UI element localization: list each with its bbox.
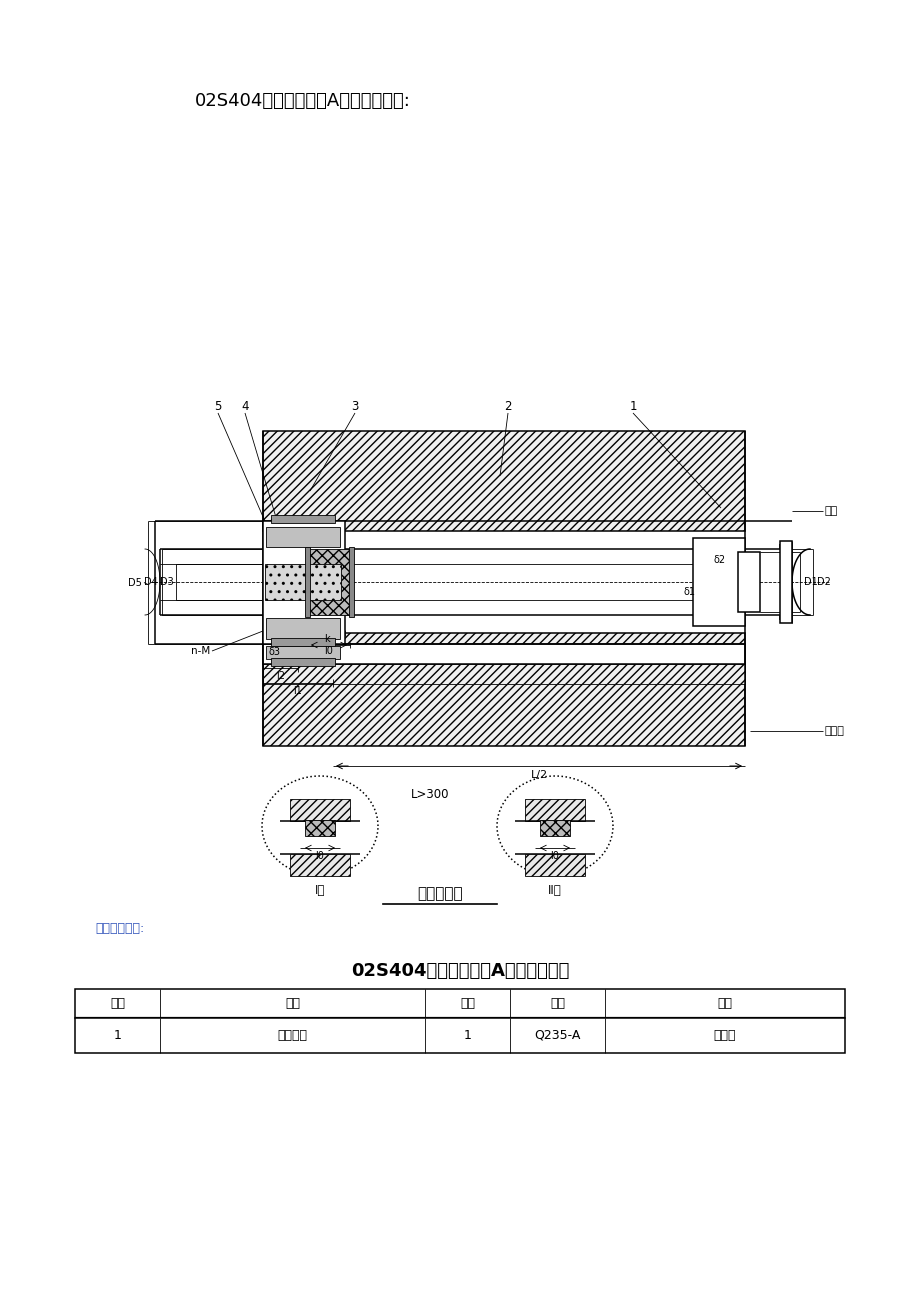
Bar	[266, 527, 340, 546]
Bar	[737, 552, 759, 611]
Bar	[779, 541, 791, 623]
Text: L/2: L/2	[530, 770, 547, 781]
Text: 2: 2	[504, 399, 511, 412]
Bar	[308, 549, 349, 615]
Text: l0: l0	[315, 851, 324, 861]
Text: 1: 1	[113, 1029, 121, 1042]
Bar	[348, 546, 354, 617]
Text: δ1: δ1	[683, 587, 696, 597]
Text: D3: D3	[160, 578, 174, 587]
Text: D2: D2	[816, 578, 830, 587]
Text: 备注: 备注	[717, 997, 732, 1010]
Text: l2: l2	[276, 671, 285, 680]
Text: 名称: 名称	[285, 997, 300, 1010]
Text: II型: II型	[548, 885, 562, 898]
Text: 1: 1	[629, 399, 636, 412]
Text: 材料: 材料	[550, 997, 564, 1010]
Text: δ2: δ2	[713, 556, 725, 565]
Bar	[263, 431, 744, 531]
Text: δ3: δ3	[268, 647, 280, 657]
Text: l1: l1	[293, 686, 302, 696]
Bar	[263, 664, 744, 684]
Text: Q235-A: Q235-A	[534, 1029, 580, 1042]
Text: l0: l0	[550, 851, 559, 861]
Bar	[263, 520, 345, 644]
Bar	[289, 853, 349, 876]
Bar	[305, 820, 335, 837]
Text: n-M: n-M	[190, 647, 210, 656]
Bar	[263, 644, 744, 664]
Text: 材料表见下页:: 材料表见下页:	[95, 921, 144, 934]
Text: 02S404柔性防水套管A型结构安装图:: 02S404柔性防水套管A型结构安装图:	[195, 92, 411, 111]
Bar	[271, 637, 335, 647]
Text: D1: D1	[803, 578, 817, 587]
Text: l0: l0	[324, 647, 333, 656]
Bar	[265, 565, 341, 600]
Text: k: k	[323, 634, 329, 644]
Text: 格封圈结构: 格封圈结构	[416, 886, 462, 902]
Text: 5: 5	[214, 399, 221, 412]
Text: D5: D5	[128, 578, 142, 588]
Bar	[271, 658, 335, 666]
Text: D4: D4	[144, 578, 158, 587]
Text: 数量: 数量	[460, 997, 474, 1010]
Text: I型: I型	[314, 885, 324, 898]
Bar	[271, 515, 335, 523]
Bar	[539, 820, 570, 837]
Bar	[692, 539, 744, 626]
Text: 02S404柔性防水套管A型结构材料表: 02S404柔性防水套管A型结构材料表	[350, 961, 569, 980]
Text: 焊接件: 焊接件	[713, 1029, 735, 1042]
Bar	[525, 853, 584, 876]
Bar	[266, 618, 340, 639]
Bar	[75, 989, 844, 1017]
Text: L>300: L>300	[410, 787, 448, 800]
Text: 1: 1	[463, 1029, 471, 1042]
Bar	[305, 546, 310, 617]
Text: 4: 4	[241, 399, 248, 412]
Bar	[266, 647, 340, 660]
Bar	[289, 799, 349, 821]
Text: 法兰套管: 法兰套管	[278, 1029, 307, 1042]
Bar	[75, 1017, 844, 1053]
Bar	[263, 634, 744, 745]
Text: 3: 3	[351, 399, 358, 412]
Text: 迎水面: 迎水面	[824, 726, 844, 736]
Text: 钢管: 钢管	[824, 506, 837, 516]
Bar	[525, 799, 584, 821]
Text: 序号: 序号	[110, 997, 125, 1010]
